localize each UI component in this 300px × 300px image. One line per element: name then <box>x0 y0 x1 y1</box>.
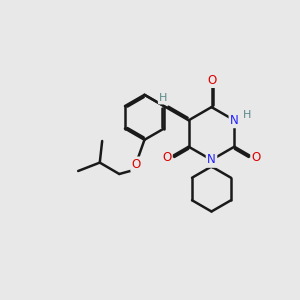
Text: N: N <box>207 153 216 167</box>
Text: N: N <box>230 114 239 127</box>
Text: H: H <box>243 110 251 120</box>
Text: O: O <box>132 158 141 171</box>
Text: O: O <box>207 74 216 87</box>
Text: O: O <box>252 151 261 164</box>
Text: O: O <box>162 151 171 164</box>
Text: H: H <box>159 93 168 103</box>
